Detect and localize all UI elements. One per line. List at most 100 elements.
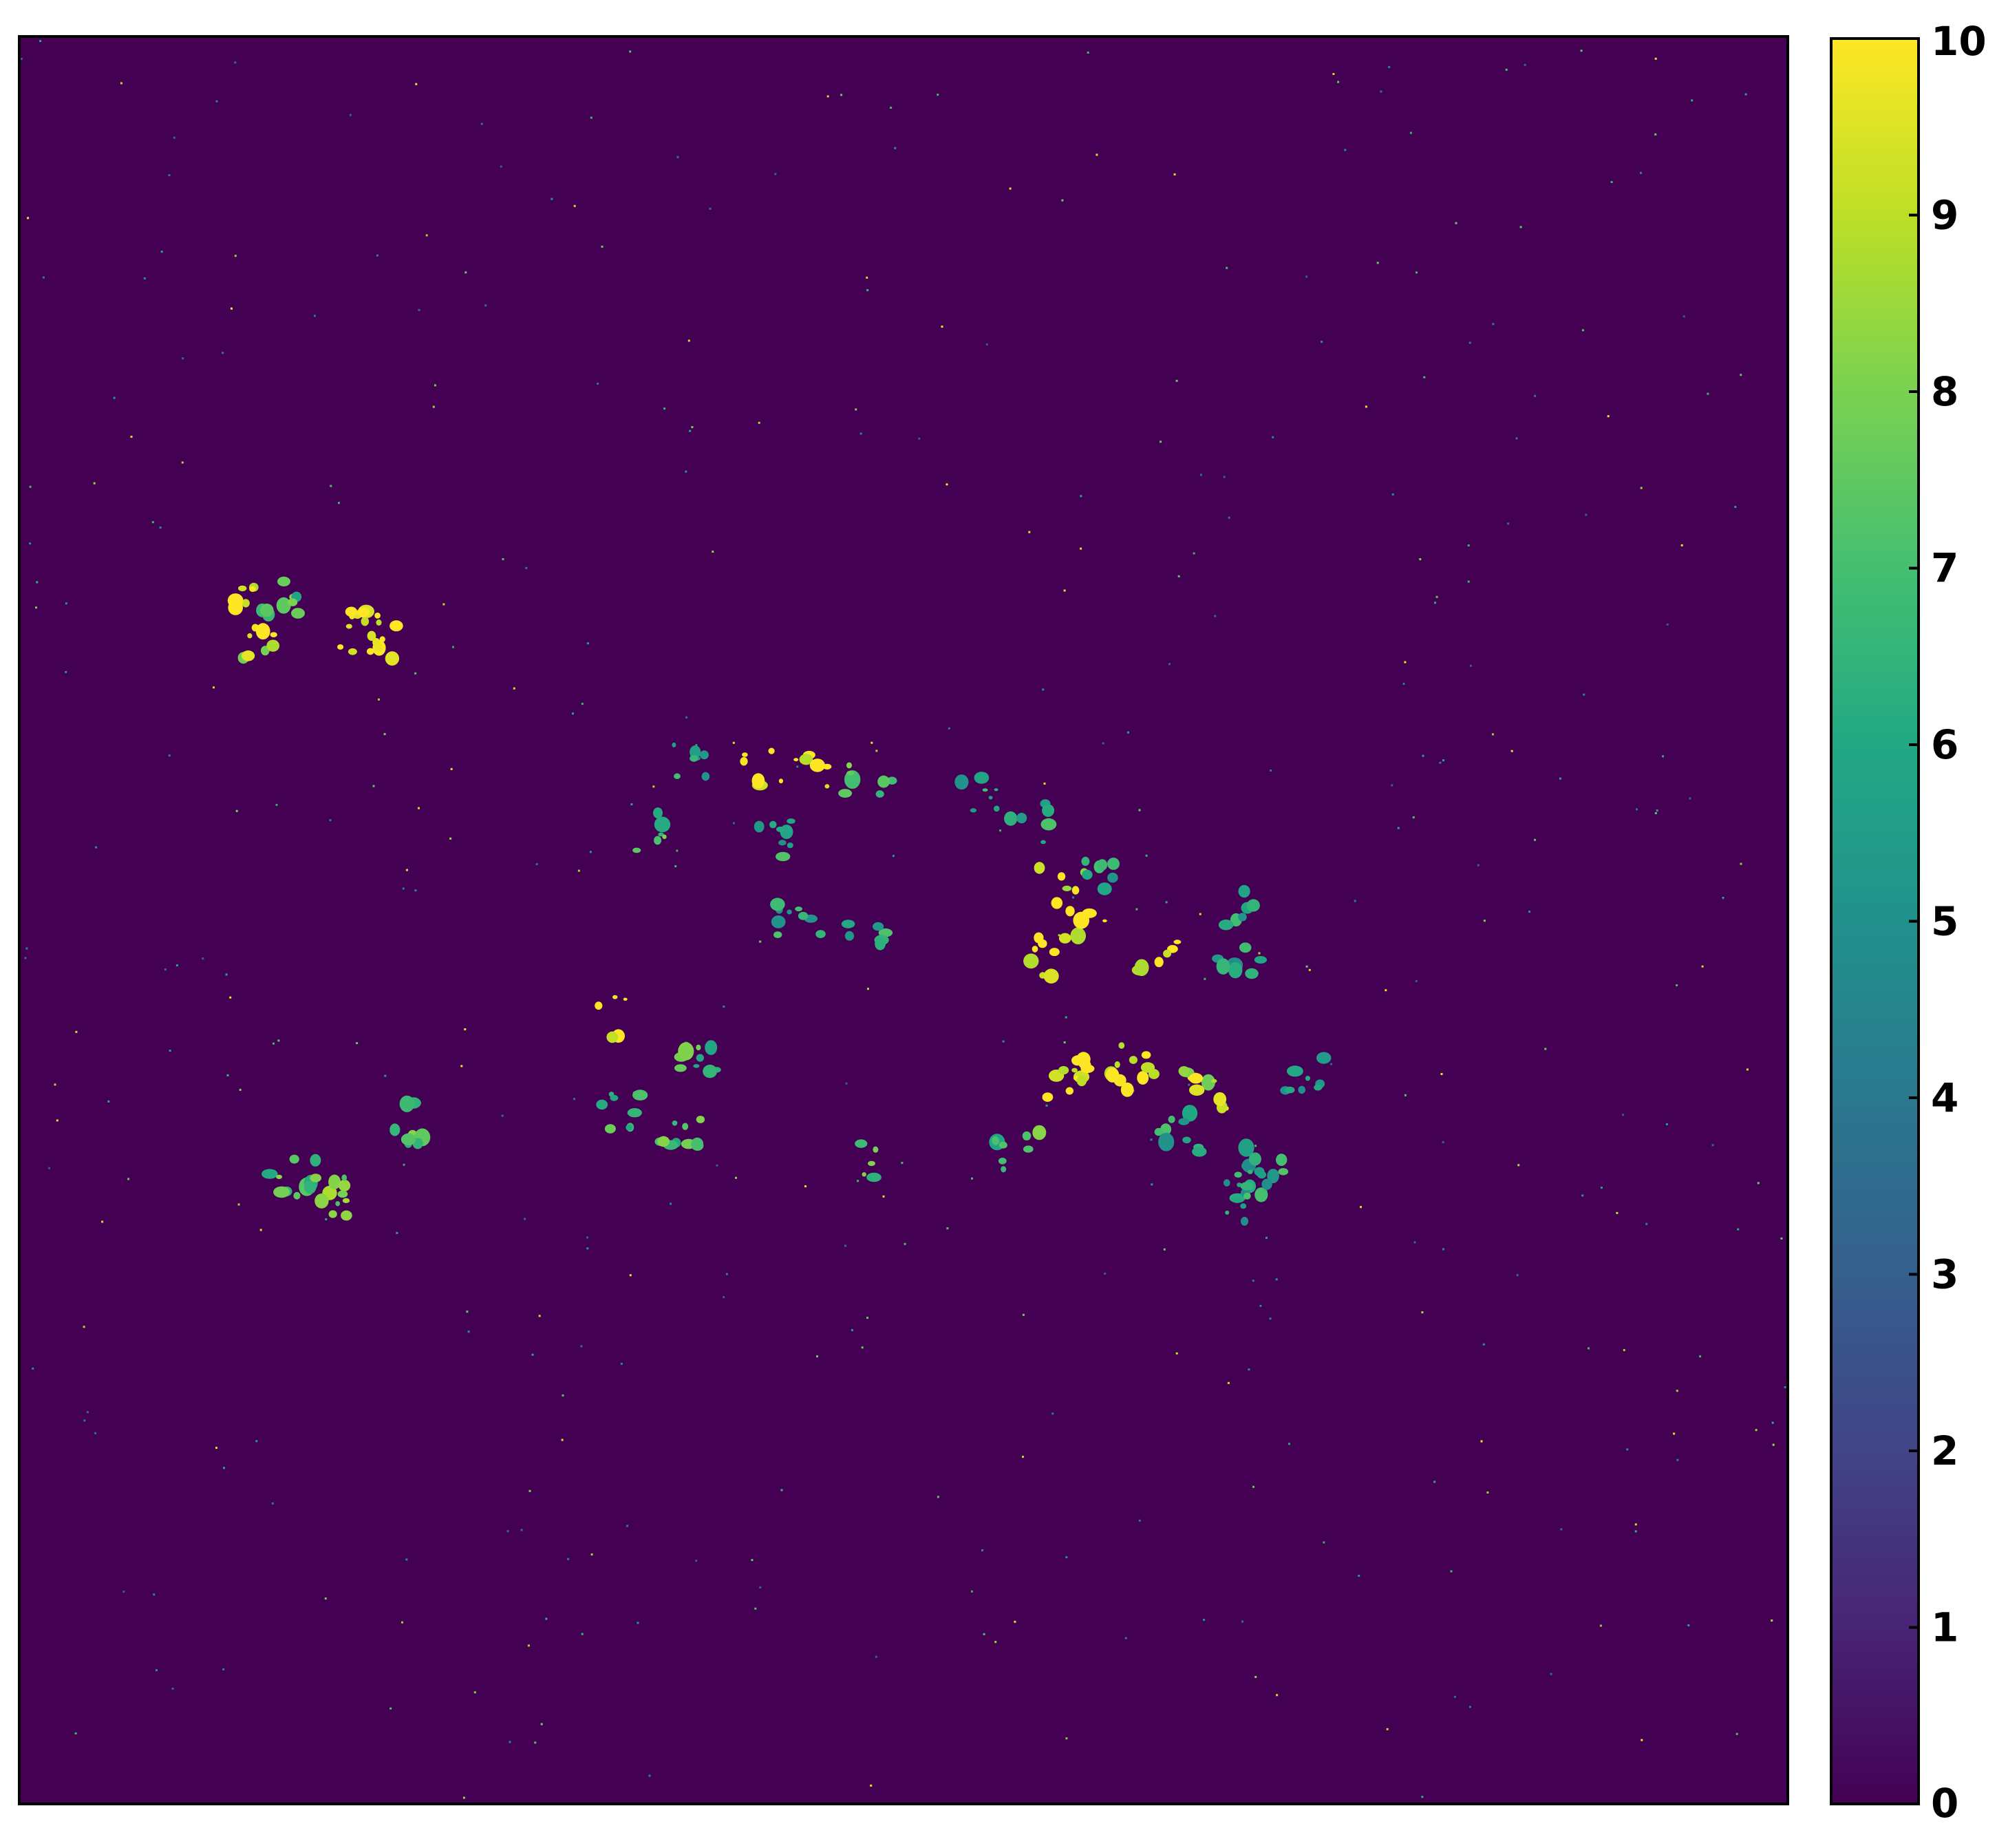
hotspot-blob (366, 648, 374, 655)
noise-speck (1065, 1737, 1068, 1740)
noise-speck (130, 436, 133, 438)
noise-speck (751, 1559, 754, 1562)
hotspot-blob (773, 931, 782, 938)
hotspot-blob (242, 599, 250, 608)
noise-speck (271, 1502, 274, 1505)
hotspot-blob (1239, 942, 1252, 953)
noise-speck (414, 672, 417, 675)
noise-speck (101, 1220, 104, 1223)
hotspot-blob (328, 1174, 341, 1189)
hotspot-blob (1240, 1216, 1249, 1226)
hotspot-blob (1178, 1118, 1190, 1125)
noise-speck (1014, 1620, 1016, 1623)
noise-speck (1080, 495, 1082, 498)
colorbar-tick-label: 9 (1931, 192, 1958, 239)
noise-speck (1559, 777, 1561, 780)
noise-speck (502, 557, 504, 560)
noise-speck (275, 803, 278, 806)
hotspot-blob (1231, 1196, 1243, 1203)
noise-speck (156, 1669, 158, 1672)
hotspot-blob (778, 778, 783, 784)
noise-speck (870, 1784, 873, 1787)
noise-speck (1412, 816, 1415, 819)
noise-speck (509, 1741, 511, 1743)
hotspot-blob (873, 1146, 879, 1153)
noise-speck (1150, 1138, 1153, 1141)
hotspot-blob (690, 754, 698, 762)
hotspot-blob (1314, 1084, 1323, 1091)
noise-speck (1771, 1619, 1773, 1622)
noise-speck (1665, 1123, 1668, 1125)
noise-speck (143, 277, 146, 279)
noise-speck (826, 95, 829, 98)
noise-speck (1780, 1237, 1783, 1240)
noise-speck (1203, 1619, 1206, 1621)
noise-speck (759, 1586, 762, 1589)
noise-speck (581, 703, 584, 705)
noise-speck (65, 602, 67, 605)
noise-speck (1434, 602, 1436, 604)
noise-speck (520, 1529, 523, 1531)
hotspot-blob (328, 1210, 337, 1218)
hotspot-blob (1058, 933, 1071, 944)
hotspot-blob (696, 1054, 704, 1062)
noise-speck (1507, 522, 1509, 525)
noise-speck (527, 1644, 530, 1647)
noise-speck (1402, 683, 1405, 685)
noise-speck (83, 1326, 85, 1328)
hotspot-blob (1245, 968, 1259, 979)
hotspot-blob (1163, 949, 1172, 958)
noise-speck (1435, 595, 1438, 598)
hotspot-blob (1168, 1116, 1175, 1123)
hotspot-blob (815, 930, 826, 938)
colorbar-tick-label: 10 (1931, 18, 1987, 65)
noise-speck (1045, 1104, 1048, 1107)
hotspot-blob (596, 1099, 608, 1110)
noise-speck (418, 308, 420, 311)
hotspot-blob (662, 834, 667, 840)
noise-speck (759, 940, 762, 943)
noise-speck (1151, 1183, 1153, 1186)
hotspot-blob (400, 1133, 416, 1145)
noise-speck (538, 1315, 541, 1317)
noise-speck (663, 407, 666, 410)
noise-speck (723, 1006, 725, 1008)
noise-speck (1622, 1114, 1625, 1116)
noise-speck (1505, 68, 1508, 71)
noise-speck (164, 968, 167, 971)
noise-speck (107, 1100, 110, 1103)
noise-speck (948, 727, 950, 730)
noise-speck (1272, 436, 1274, 438)
noise-speck (804, 1185, 807, 1188)
hotspot-blob (795, 906, 802, 912)
noise-speck (65, 671, 67, 673)
hotspot-blob (1189, 1084, 1205, 1096)
noise-speck (1689, 797, 1691, 800)
hotspot-blob (255, 623, 270, 640)
noise-speck (1385, 989, 1387, 992)
noise-speck (324, 1597, 327, 1600)
noise-speck (113, 396, 116, 399)
noise-speck (1517, 1164, 1520, 1167)
hotspot-blob (389, 1123, 400, 1136)
colorbar-tick-label: 5 (1931, 898, 1958, 945)
noise-speck (1469, 1706, 1471, 1708)
noise-speck (229, 996, 232, 999)
noise-speck (1691, 99, 1694, 102)
hotspot-blob (1316, 1052, 1332, 1064)
noise-speck (1524, 63, 1526, 66)
hotspot-blob (809, 758, 825, 772)
noise-speck (484, 304, 487, 307)
noise-speck (1365, 405, 1367, 408)
noise-speck (48, 1167, 51, 1169)
noise-speck (169, 1050, 171, 1052)
noise-speck (1135, 908, 1138, 911)
noise-speck (1467, 580, 1470, 583)
noise-speck (851, 1329, 853, 1332)
noise-speck (1258, 952, 1261, 955)
hotspot-blob (361, 617, 370, 626)
noise-speck (1002, 1040, 1005, 1043)
noise-speck (273, 1042, 275, 1045)
noise-speck (1746, 1068, 1749, 1071)
noise-speck (405, 1558, 408, 1561)
